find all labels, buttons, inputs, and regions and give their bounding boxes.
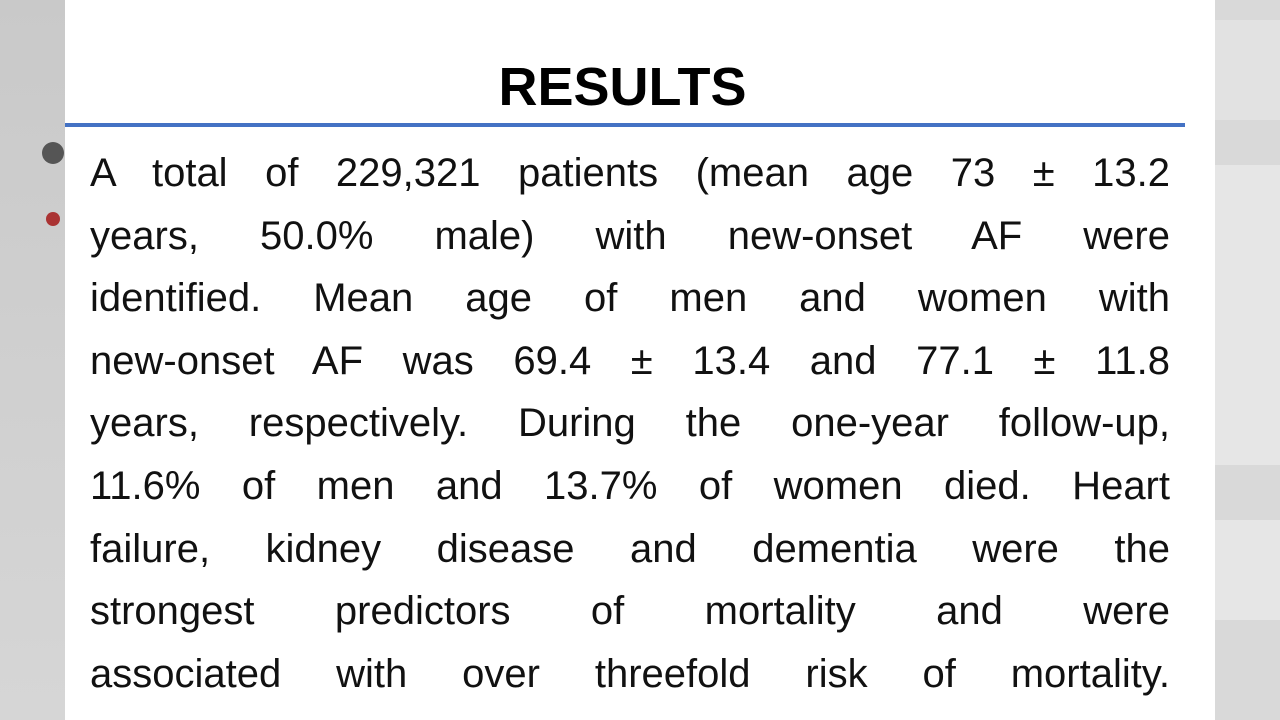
text-line: identified. Mean age of men and women wi… <box>90 276 1170 321</box>
decor-dot <box>46 212 60 226</box>
decor-dot <box>42 142 64 164</box>
slide: RESULTS A total of 229,321 patients (mea… <box>65 0 1215 720</box>
slide-title: RESULTS <box>498 57 747 117</box>
text-line: years, respectively. During the one-year… <box>90 401 1170 446</box>
background-left <box>0 0 65 720</box>
text-line: strongest predictors of mortality and we… <box>90 589 1170 634</box>
title-rule <box>65 123 1185 127</box>
background-right <box>1215 0 1280 720</box>
decor-block <box>1215 20 1280 120</box>
text-line: years, 50.0% male) with new-onset AF wer… <box>90 213 1170 258</box>
text-line: A total of 229,321 patients (mean age 73… <box>90 151 1170 195</box>
text-line: new-onset AF was 69.4 ± 13.4 and 77.1 ± … <box>90 338 1170 383</box>
slide-body: A total of 229,321 patients (mean age 73… <box>90 142 1170 705</box>
decor-block <box>1215 520 1280 620</box>
text-line: failure, kidney disease and dementia wer… <box>90 526 1170 571</box>
text-line: 11.6% of men and 13.7% of women died. He… <box>90 463 1170 508</box>
text-line: associated with over threefold risk of m… <box>90 651 1170 696</box>
decor-block <box>1215 165 1280 465</box>
